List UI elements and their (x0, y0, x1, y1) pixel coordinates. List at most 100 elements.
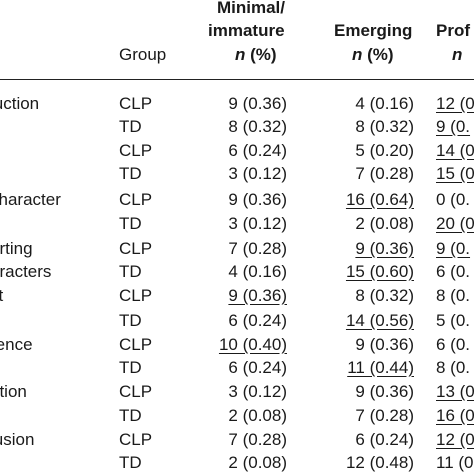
group-label: CLP (119, 94, 153, 113)
table-row: TD 8 (0.32) 8 (0.32) 9 (0. (0, 115, 474, 138)
table-row: TD 2 (0.08) 12 (0.48) 11 (0 (0, 451, 474, 474)
table-row: TD 3 (0.12) 7 (0.28) 15 (0 (0, 162, 474, 185)
minimal-cell: 6 (0.24) (228, 311, 287, 330)
minimal-cell: 9 (0.36) (228, 190, 287, 209)
minimal-cell: 7 (0.28) (228, 430, 287, 449)
minimal-cell: 3 (0.12) (228, 382, 287, 401)
table-row: aracters TD 4 (0.16) 15 (0.60) 6 (0. (0, 260, 474, 283)
n-italic: n (352, 45, 363, 64)
table-row: rence CLP 10 (0.40) 9 (0.36) 6 (0. (0, 333, 474, 356)
minimal-cell: 6 (0.24) (228, 358, 287, 377)
group-label: TD (119, 358, 142, 377)
proficient-cell: 6 (0. (436, 335, 471, 354)
pct-label: (%) (362, 45, 394, 64)
header-minimal-line1: Minimal/ (217, 0, 286, 17)
header-emerging: Emerging (334, 21, 413, 40)
pct-label: (%) (245, 45, 277, 64)
table-row: TD 3 (0.12) 2 (0.08) 20 (0 (0, 212, 474, 235)
proficient-cell: 8 (0. (436, 358, 471, 377)
group-label: CLP (119, 430, 153, 449)
emerging-cell: 9 (0.36) (355, 239, 414, 258)
emerging-cell: 5 (0.20) (355, 141, 414, 160)
group-label: TD (119, 164, 142, 183)
minimal-cell: 3 (0.12) (228, 214, 287, 233)
minimal-cell: 8 (0.32) (228, 117, 287, 136)
proficient-cell: 8 (0. (436, 286, 471, 305)
aspect-label: lusion (0, 430, 35, 449)
group-label: CLP (119, 286, 153, 305)
minimal-cell: 2 (0.08) (228, 406, 287, 425)
emerging-cell: 11 (0.44) (347, 358, 414, 377)
proficient-cell: 0 (0. (436, 190, 471, 209)
group-label: CLP (119, 382, 153, 401)
group-label: TD (119, 311, 142, 330)
group-label: CLP (119, 239, 153, 258)
group-label: TD (119, 262, 142, 281)
n-italic: n (235, 45, 246, 64)
table-row: TD 2 (0.08) 7 (0.28) 16 (0 (0, 404, 474, 427)
group-label: CLP (119, 335, 153, 354)
table-row: lusion CLP 7 (0.28) 6 (0.24) 12 (0 (0, 428, 474, 451)
emerging-cell: 7 (0.28) (355, 164, 414, 183)
minimal-cell: 10 (0.40) (218, 335, 287, 354)
emerging-cell: 9 (0.36) (355, 335, 414, 354)
emerging-cell: 2 (0.08) (355, 214, 414, 233)
table-row: character CLP 9 (0.36) 16 (0.64) 0 (0. (0, 188, 474, 211)
header-proficient-unit: n (452, 45, 462, 65)
table-row: ct CLP 9 (0.36) 8 (0.32) 8 (0. (0, 284, 474, 307)
n-italic: n (452, 45, 463, 64)
table-row: TD 6 (0.24) 11 (0.44) 8 (0. (0, 356, 474, 379)
emerging-cell: 12 (0.48) (345, 453, 414, 472)
proficient-cell: 15 (0 (436, 164, 474, 183)
group-label: CLP (119, 190, 153, 209)
emerging-cell: 6 (0.24) (355, 430, 414, 449)
minimal-cell: 9 (0.36) (228, 286, 287, 305)
minimal-cell: 7 (0.28) (228, 239, 287, 258)
proficient-cell: 5 (0. (436, 311, 471, 330)
proficient-cell: 14 (0 (436, 141, 474, 160)
header-minimal-line2: immature (208, 21, 285, 40)
group-label: TD (119, 406, 142, 425)
aspect-label: luction (0, 94, 40, 113)
header-proficient: Prof (436, 21, 470, 40)
proficient-cell: 9 (0. (436, 239, 471, 258)
proficient-cell: 11 (0 (436, 453, 474, 472)
proficient-cell: 6 (0. (436, 262, 471, 281)
emerging-cell: 8 (0.32) (355, 286, 414, 305)
aspect-label: rence (0, 335, 33, 354)
proficient-cell: 20 (0 (436, 214, 474, 233)
emerging-cell: 4 (0.16) (355, 94, 414, 113)
aspect-label: orting (0, 239, 33, 258)
emerging-cell: 7 (0.28) (355, 406, 414, 425)
aspect-label: character (0, 190, 61, 209)
header-emerging-unit: n (%) (352, 45, 394, 65)
aspect-label: ution (0, 382, 27, 401)
proficient-cell: 16 (0 (436, 406, 474, 425)
group-label: TD (119, 117, 142, 136)
table-row: e CLP 6 (0.24) 5 (0.20) 14 (0 (0, 139, 474, 162)
emerging-cell: 15 (0.60) (345, 262, 414, 281)
proficient-cell: 12 (0 (436, 430, 474, 449)
table-row: ution CLP 3 (0.12) 9 (0.36) 13 (0 (0, 380, 474, 403)
minimal-cell: 6 (0.24) (228, 141, 287, 160)
emerging-cell: 16 (0.64) (345, 190, 414, 209)
group-label: TD (119, 453, 142, 472)
aspect-label: aracters (0, 262, 52, 281)
emerging-cell: 9 (0.36) (355, 382, 414, 401)
table-row: luction CLP 9 (0.36) 4 (0.16) 12 (0 (0, 92, 474, 115)
header-rule (0, 79, 474, 80)
emerging-cell: 14 (0.56) (345, 311, 414, 330)
table-row: orting CLP 7 (0.28) 9 (0.36) 9 (0. (0, 237, 474, 260)
header-group: Group (119, 45, 167, 64)
header-minimal-unit: n (%) (235, 45, 277, 65)
proficient-cell: 12 (0 (436, 94, 474, 113)
group-label: TD (119, 214, 142, 233)
emerging-cell: 8 (0.32) (355, 117, 414, 136)
minimal-cell: 2 (0.08) (228, 453, 287, 472)
proficient-cell: 13 (0 (436, 382, 474, 401)
aspect-label: ct (0, 286, 4, 305)
minimal-cell: 9 (0.36) (228, 94, 287, 113)
table-row: TD 6 (0.24) 14 (0.56) 5 (0. (0, 309, 474, 332)
proficient-cell: 9 (0. (436, 117, 471, 136)
